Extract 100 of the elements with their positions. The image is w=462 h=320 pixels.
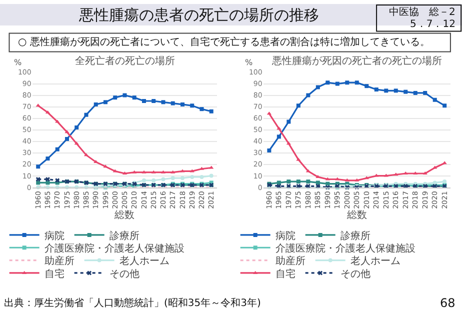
- point: [64, 136, 69, 141]
- point: [286, 120, 291, 124]
- legend-label: 介護医療院・介護老人保健施設: [44, 242, 184, 255]
- point: [74, 142, 79, 145]
- point: [200, 174, 204, 179]
- point: [335, 177, 340, 180]
- text: ○ 悪性腫瘍が死因の死亡者について、自宅で死亡する患者の割合は特に増加してきている。: [18, 36, 430, 48]
- legend-label: 病院: [44, 230, 64, 242]
- point: [296, 104, 300, 108]
- point: [432, 98, 437, 102]
- point: [200, 107, 204, 112]
- point: [364, 84, 369, 88]
- point: [345, 80, 350, 85]
- text: 68: [440, 296, 456, 310]
- legend-label: 老人ホーム: [350, 255, 400, 268]
- point: [170, 170, 176, 174]
- point: [403, 171, 408, 174]
- point: [103, 164, 108, 168]
- point: [180, 176, 184, 180]
- point: [142, 178, 146, 182]
- point: [344, 178, 350, 182]
- point: [151, 170, 156, 174]
- point: [190, 174, 194, 179]
- legend-label: 介護医療院・介護老人保健施設: [275, 242, 416, 255]
- point: [296, 180, 300, 184]
- text: 5．7．12: [410, 19, 456, 30]
- legend-label: 病院: [275, 230, 296, 242]
- point: [45, 176, 50, 182]
- point: [442, 180, 447, 184]
- point: [170, 176, 175, 180]
- point: [394, 88, 398, 93]
- point: [354, 178, 360, 182]
- point: [161, 100, 166, 104]
- point: [64, 130, 70, 134]
- point: [74, 125, 79, 130]
- point: [364, 176, 369, 180]
- point: [384, 174, 388, 177]
- y-axis-title: %: [245, 58, 253, 67]
- legend-label: 助産所: [44, 255, 74, 268]
- point: [55, 178, 60, 183]
- x-axis-title: 総数: [346, 208, 367, 221]
- point: [374, 88, 378, 92]
- point: [113, 96, 118, 100]
- point: [306, 93, 310, 98]
- point: [94, 102, 98, 106]
- chart-title: 全死亡者の死亡の場所: [75, 55, 175, 67]
- point: [161, 177, 166, 182]
- point: [413, 90, 418, 95]
- point: [267, 148, 272, 152]
- point: [286, 142, 291, 145]
- point: [152, 178, 156, 182]
- point: [354, 80, 359, 85]
- point: [432, 180, 437, 185]
- point: [46, 156, 50, 161]
- point: [209, 174, 214, 178]
- point: [132, 96, 136, 100]
- legend-label: その他: [109, 268, 140, 280]
- line-series: [266, 112, 447, 182]
- point: [180, 102, 184, 106]
- point: [36, 164, 40, 169]
- point: [316, 180, 320, 185]
- text: 中医協 総－2: [389, 6, 456, 18]
- legend-label: その他: [340, 268, 370, 280]
- source-note: 出典：厚生労働省「人口動態統計」(昭和35年～令和3年): [4, 297, 261, 309]
- legend-label: 老人ホーム: [119, 255, 170, 268]
- point: [170, 101, 175, 106]
- point: [286, 180, 291, 184]
- point: [142, 99, 146, 104]
- point: [142, 170, 146, 174]
- point: [152, 99, 156, 104]
- point: [132, 170, 137, 174]
- legend-label: 診療所: [340, 230, 370, 242]
- point: [276, 134, 281, 139]
- point: [103, 100, 108, 104]
- point: [266, 112, 272, 115]
- point: [325, 177, 330, 180]
- point: [384, 88, 388, 93]
- point: [209, 109, 214, 114]
- legend-label: 助産所: [275, 255, 306, 268]
- point: [326, 80, 330, 85]
- point: [276, 180, 281, 185]
- point: [84, 112, 88, 117]
- point: [413, 171, 418, 174]
- text: 悪性腫瘍の患者の死亡の場所の推移: [78, 6, 319, 24]
- chart-title: 悪性腫瘍が死因の死亡者の死亡の場所: [271, 55, 442, 67]
- legend-label: 自宅: [44, 268, 64, 280]
- point: [422, 171, 428, 174]
- point: [316, 85, 320, 90]
- point: [306, 180, 310, 184]
- legend-label: 診療所: [109, 230, 140, 242]
- point: [335, 82, 340, 86]
- point: [423, 90, 428, 95]
- point: [36, 176, 40, 182]
- point: [55, 147, 60, 152]
- legend-label: 自宅: [275, 268, 296, 280]
- point: [442, 104, 447, 108]
- point: [190, 104, 194, 108]
- point: [122, 93, 127, 98]
- point: [404, 90, 408, 94]
- x-axis-title: 総数: [114, 208, 135, 221]
